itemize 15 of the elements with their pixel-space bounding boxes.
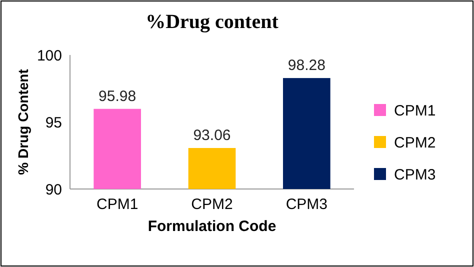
legend-label: CPM1 (394, 102, 436, 120)
x-tick-label: CPM1 (96, 196, 138, 213)
data-label: 98.28 (288, 57, 326, 74)
data-label: 95.98 (98, 88, 136, 105)
legend-label: CPM2 (394, 134, 436, 152)
x-tick-label: CPM2 (191, 196, 233, 213)
x-axis-title: Formulation Code (148, 218, 276, 235)
y-tick-label: 90 (45, 181, 62, 198)
x-tick-label: CPM3 (286, 196, 328, 213)
y-tick-label: 95 (45, 114, 62, 132)
y-tick-label: 100 (36, 47, 62, 64)
chart-title: %Drug content (146, 11, 279, 33)
legend-label: CPM3 (394, 166, 436, 184)
y-axis-title: % Drug Content (15, 68, 31, 175)
data-label: 93.06 (193, 126, 231, 144)
